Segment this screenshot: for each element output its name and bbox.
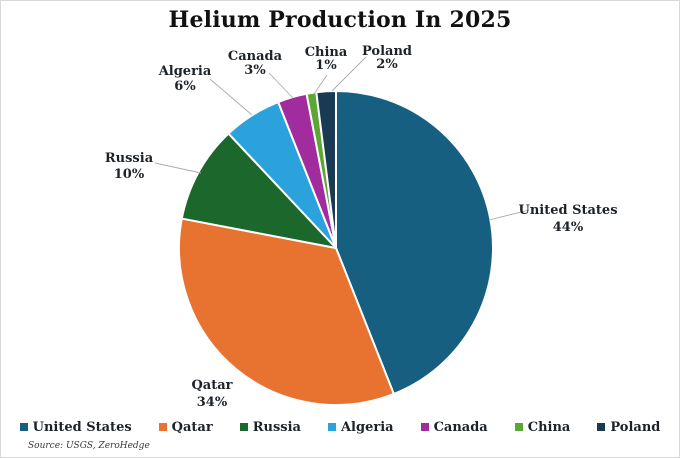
legend-item-russia: Russia xyxy=(239,419,301,435)
slice-label-algeria: Algeria 6% xyxy=(158,64,212,94)
legend-swatch-china xyxy=(514,423,523,431)
legend-swatch-poland xyxy=(597,423,606,431)
legend-swatch-algeria xyxy=(327,423,336,431)
slice-label-canada: Canada 3% xyxy=(228,49,283,78)
legend-label-canada: Canada xyxy=(433,419,488,435)
legend-item-algeria: Algeria xyxy=(327,419,394,435)
legend-label-russia: Russia xyxy=(252,419,301,435)
slice-label-qatar: Qatar 34% xyxy=(191,378,232,410)
leader-line-china xyxy=(313,74,328,95)
legend-item-china: China xyxy=(514,419,571,435)
leader-line-algeria xyxy=(209,78,253,116)
legend-label-algeria: Algeria xyxy=(340,419,394,435)
chart-title: Helium Production In 2025 xyxy=(168,7,512,33)
legend-label-china: China xyxy=(527,419,571,435)
legend-swatch-qatar xyxy=(158,423,167,431)
slice-label-united-states: United States 44% xyxy=(518,203,617,235)
legend-label-qatar: Qatar xyxy=(171,419,213,435)
legend-item-united-states: United States xyxy=(19,419,132,435)
legend-item-qatar: Qatar xyxy=(158,419,213,435)
leader-line-united-states xyxy=(488,209,530,221)
legend: United States Qatar Russia Algeria Canada Chi… xyxy=(1,418,679,436)
legend-swatch-united-states xyxy=(19,423,28,431)
legend-item-canada: Canada xyxy=(420,419,488,435)
slice-label-poland: Poland 2% xyxy=(362,44,412,72)
pie-slice-qatar xyxy=(178,217,395,406)
leader-line-poland xyxy=(331,56,367,92)
legend-label-poland: Poland xyxy=(610,419,661,435)
pie-slice-united-states xyxy=(335,90,494,395)
pie-slice-poland xyxy=(315,90,337,249)
legend-label-united-states: United States xyxy=(32,419,132,435)
leader-line-canada xyxy=(268,72,294,99)
legend-swatch-canada xyxy=(420,423,429,431)
slice-label-russia: Russia 10% xyxy=(105,151,154,182)
legend-swatch-russia xyxy=(239,423,248,431)
source-note: Source: USGS, ZeroHedge xyxy=(28,441,150,451)
leader-line-russia xyxy=(154,162,202,174)
slice-label-china: China 1% xyxy=(305,45,348,73)
legend-item-poland: Poland xyxy=(597,420,660,435)
